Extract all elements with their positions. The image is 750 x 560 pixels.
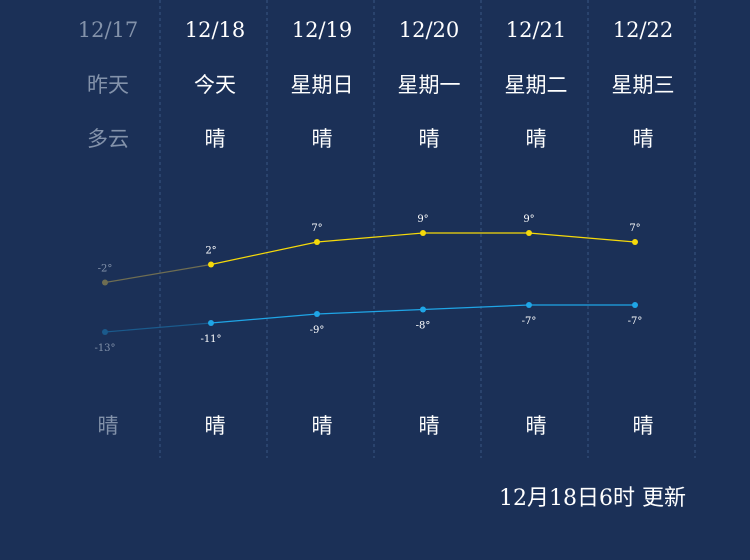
low-temp-label: -8° (416, 321, 431, 332)
date-label: 12/20 (399, 18, 460, 42)
column-dividers (159, 0, 696, 458)
weekday-label: 星期二 (505, 73, 568, 97)
temperature-points (102, 230, 638, 335)
night-weather-label: 晴 (419, 414, 440, 438)
weekday-label: 今天 (194, 73, 236, 97)
low-temp-segment (104, 322, 212, 333)
day-weather-label: 多云 (87, 127, 129, 151)
night-weather-label: 晴 (98, 414, 119, 438)
high-temp-segment (528, 232, 636, 243)
low-temp-label: -7° (628, 316, 643, 327)
day-weather-label: 晴 (633, 127, 654, 151)
high-temp-segment (104, 263, 212, 284)
high-temp-segment (316, 232, 424, 243)
high-temp-point (526, 230, 532, 236)
high-temp-point (420, 230, 426, 236)
temperature-labels: -2° -13° 2° -11° 7° -9° 9° -8° 9° -7° 7° -7° (94, 214, 642, 354)
high-temp-point (632, 239, 638, 245)
temperature-lines (104, 232, 636, 333)
day-weather-label: 晴 (419, 127, 440, 151)
low-temp-label: -7° (522, 316, 537, 327)
high-temp-label: 9° (523, 214, 534, 225)
high-temp-point (208, 261, 214, 268)
date-label: 12/19 (292, 18, 353, 42)
low-temp-label: -9° (310, 325, 325, 336)
date-label: 12/18 (185, 18, 246, 42)
night-weather-label: 晴 (205, 414, 226, 438)
update-time: 12月18日6时 更新 (499, 486, 686, 511)
night-weather-row: 晴晴晴晴晴晴 (98, 414, 654, 438)
weekday-label: 星期日 (291, 73, 354, 97)
high-temp-label: 7° (629, 223, 640, 234)
day-weather-label: 晴 (205, 127, 226, 151)
high-temp-label: 2° (205, 246, 216, 257)
high-temp-label: 9° (417, 214, 428, 225)
weekday-label: 星期三 (612, 73, 675, 97)
night-weather-label: 晴 (633, 414, 654, 438)
low-temp-segment (210, 313, 318, 324)
low-temp-segment (422, 304, 530, 311)
night-weather-label: 晴 (526, 414, 547, 438)
low-temp-point (632, 302, 638, 308)
weekday-label: 昨天 (87, 73, 129, 97)
low-temp-point (420, 306, 426, 313)
low-temp-segment (316, 308, 424, 315)
weekday-label: 星期一 (398, 73, 461, 97)
night-weather-label: 晴 (312, 414, 333, 438)
high-temp-label: 7° (311, 223, 322, 234)
day-weather-label: 晴 (312, 127, 333, 151)
high-temp-label: -2° (98, 264, 113, 275)
low-temp-point (526, 302, 532, 308)
high-temp-point (102, 279, 108, 286)
low-temp-label: -13° (94, 343, 115, 354)
low-temp-point (208, 320, 214, 326)
high-temp-point (314, 239, 320, 245)
high-temp-segment (210, 241, 318, 266)
date-label: 12/21 (506, 18, 567, 42)
date-label: 12/17 (78, 18, 139, 42)
low-temp-point (102, 329, 108, 335)
date-label: 12/22 (613, 18, 674, 42)
low-temp-label: -11° (200, 334, 221, 345)
low-temp-point (314, 311, 320, 317)
day-weather-label: 晴 (526, 127, 547, 151)
